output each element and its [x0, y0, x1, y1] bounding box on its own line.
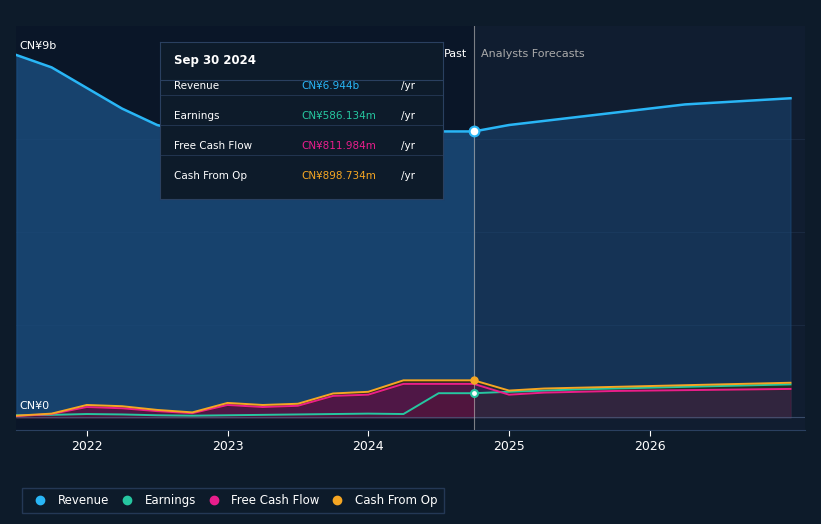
Text: Analysts Forecasts: Analysts Forecasts	[481, 49, 585, 59]
Text: CN¥898.734m: CN¥898.734m	[302, 171, 377, 181]
Text: Revenue: Revenue	[174, 81, 219, 91]
Text: CN¥9b: CN¥9b	[19, 41, 57, 51]
Text: Sep 30 2024: Sep 30 2024	[174, 54, 256, 68]
Text: Free Cash Flow: Free Cash Flow	[174, 141, 252, 151]
Text: /yr: /yr	[401, 141, 415, 151]
Legend: Revenue, Earnings, Free Cash Flow, Cash From Op: Revenue, Earnings, Free Cash Flow, Cash …	[22, 488, 443, 512]
Text: /yr: /yr	[401, 81, 415, 91]
Text: /yr: /yr	[401, 111, 415, 121]
Text: CN¥0: CN¥0	[19, 401, 49, 411]
Text: Past: Past	[443, 49, 467, 59]
Bar	[474, 26, 805, 430]
Text: CN¥811.984m: CN¥811.984m	[302, 141, 377, 151]
Text: Earnings: Earnings	[174, 111, 220, 121]
Text: /yr: /yr	[401, 171, 415, 181]
Text: Cash From Op: Cash From Op	[174, 171, 247, 181]
Text: CN¥586.134m: CN¥586.134m	[302, 111, 377, 121]
Text: CN¥6.944b: CN¥6.944b	[302, 81, 360, 91]
Bar	[16, 26, 474, 430]
